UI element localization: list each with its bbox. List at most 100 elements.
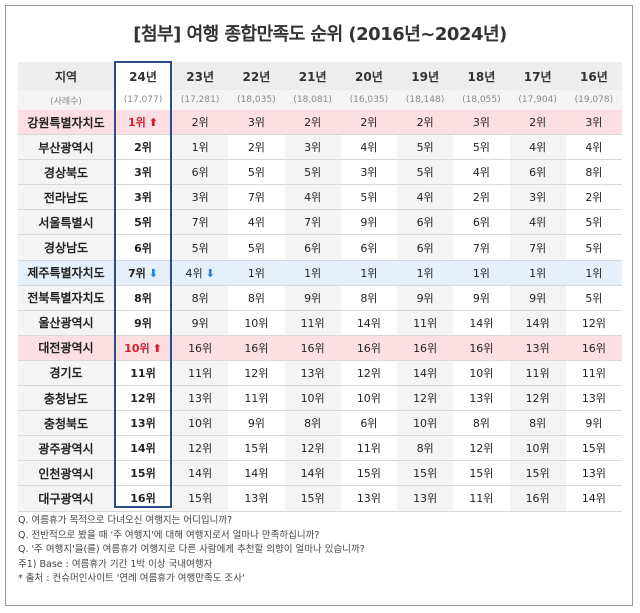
rank-cell: 9위 xyxy=(114,310,172,336)
rank-cell: 4위 xyxy=(509,134,566,161)
rank-value: 6위 xyxy=(360,241,378,255)
region-name: 충청북도 xyxy=(18,410,114,437)
rank-cell: 4위 xyxy=(397,184,454,211)
rank-cell: 7위 ⬇ xyxy=(114,260,172,286)
rank-cell: 2위 xyxy=(228,134,285,161)
rank-value: 1위 xyxy=(360,266,378,280)
rank-value: 14위 xyxy=(300,467,325,481)
rank-cell: 3위 xyxy=(340,159,397,186)
rank-value: 11위 xyxy=(300,316,325,330)
rank-value: 10위 xyxy=(188,417,213,431)
rank-value: 9위 xyxy=(304,291,322,305)
rank-value: 11위 xyxy=(581,366,606,380)
region-name: 울산광역시 xyxy=(18,310,114,336)
year-header: 18년 xyxy=(453,62,510,90)
rank-value: 3위 xyxy=(304,141,322,155)
rank-cell: 12위 xyxy=(114,385,172,412)
sample-size-cell: (17,077) xyxy=(114,90,172,110)
rank-cell: 1위 xyxy=(172,134,229,161)
rank-value: 16위 xyxy=(525,492,550,506)
rank-cell: 7위 xyxy=(228,184,285,211)
rank-value: 1위 xyxy=(191,141,209,155)
rank-cell: 16위 xyxy=(284,335,341,361)
rank-value: 12위 xyxy=(356,366,381,380)
rank-cell: 15위 xyxy=(284,485,341,512)
rank-table-body: 강원특별자치도 1위 ⬆ 2위 3위 2위 2위 2위 3위 2위 3위 부산광역시 2위 1위 2위 3위 4… xyxy=(18,110,622,512)
rank-value: 9위 xyxy=(247,417,265,431)
table-row: 대전광역시 10위 ⬆ 16위 16위 16위 16위 16위 16위 13위 16위 xyxy=(18,335,622,361)
rank-value: 3위 xyxy=(247,116,265,130)
sample-size-cell: (19,078) xyxy=(565,90,622,110)
table-row: 제주특별자치도 7위 ⬇ 4위 ⬇ 1위 1위 1위 1위 1위 1위 1위 xyxy=(18,260,622,286)
rank-cell: 6위 xyxy=(172,159,229,186)
rank-value: 11위 xyxy=(525,366,550,380)
rank-cell: 4위 xyxy=(228,209,285,236)
rank-cell: 15위 xyxy=(228,435,285,462)
rank-value: 12위 xyxy=(188,442,213,456)
rank-value: 9위 xyxy=(472,291,490,305)
rank-value: 8위 xyxy=(247,291,265,305)
rank-value: 7위 xyxy=(472,241,490,255)
rank-value: 14위 xyxy=(356,316,381,330)
rank-value: 16위 xyxy=(130,492,156,506)
year-header: 19년 xyxy=(397,62,454,90)
rank-cell: 8위 xyxy=(172,285,229,311)
sample-size-cell: (17,904) xyxy=(509,90,566,110)
rank-value: 12위 xyxy=(130,392,156,406)
rank-cell: 13위 xyxy=(284,360,341,387)
table-row: 대구광역시 16위 15위 13위 15위 13위 13위 11위 16위 14위 xyxy=(18,485,622,512)
rank-cell: 5위 xyxy=(397,134,454,161)
rank-cell: 9위 xyxy=(172,310,229,336)
rank-cell: 10위 xyxy=(284,385,341,412)
ranking-table: 지역 24년 23년 22년 21년 20년 19년 18년 17년 16년 (… xyxy=(18,62,622,512)
footnote-line: 주1) Base : 여름휴가 기간 1박 이상 국내여행자 xyxy=(18,558,213,570)
rank-value: 10위 xyxy=(300,392,325,406)
rank-value: 1위 xyxy=(585,266,603,280)
rank-value: 5위 xyxy=(247,166,265,180)
rank-cell: 8위 xyxy=(453,410,510,437)
year-header: 24년 xyxy=(114,62,172,90)
rank-value: 3위 xyxy=(191,191,209,205)
rank-cell: 11위 xyxy=(340,435,397,462)
rank-value: 4위 xyxy=(185,266,203,280)
rank-cell: 4위 xyxy=(453,159,510,186)
rank-value: 2위 xyxy=(416,116,434,130)
footnotes: Q. 여름휴가 목적으로 다녀오신 여행지는 어디입니까? Q. 전반적으로 봤… xyxy=(18,514,622,587)
rank-cell: 7위 xyxy=(284,209,341,236)
rank-cell: 3위 xyxy=(509,184,566,211)
region-name: 제주특별자치도 xyxy=(18,260,114,286)
rank-value: 15위 xyxy=(525,467,550,481)
rank-value: 5위 xyxy=(585,241,603,255)
rank-cell: 5위 xyxy=(114,209,172,236)
year-header: 22년 xyxy=(228,62,285,90)
rank-value: 9위 xyxy=(416,291,434,305)
rank-value: 2위 xyxy=(304,116,322,130)
footnote-line: Q. '주 여행지'을(를) 여름휴가 여행지로 다른 사람에게 추천할 의향이… xyxy=(18,544,365,555)
arrow-down-icon: ⬇ xyxy=(205,266,215,280)
rank-value: 5위 xyxy=(416,141,434,155)
rank-value: 12위 xyxy=(469,442,494,456)
rank-value: 12위 xyxy=(300,442,325,456)
rank-cell: 9위 xyxy=(284,285,341,311)
rank-value: 3위 xyxy=(472,116,490,130)
table-row: 인천광역시 15위 14위 14위 14위 15위 15위 15위 15위 13위 xyxy=(18,460,622,487)
rank-value: 15위 xyxy=(130,467,156,481)
rank-value: 16위 xyxy=(188,341,213,355)
rank-value: 10위 xyxy=(356,392,381,406)
rank-value: 6위 xyxy=(191,166,209,180)
rank-value: 9위 xyxy=(585,417,603,431)
rank-cell: 8위 xyxy=(397,435,454,462)
rank-cell: 3위 xyxy=(453,110,510,136)
rank-value: 13위 xyxy=(356,492,381,506)
rank-value: 9위 xyxy=(360,216,378,230)
rank-cell: 1위 xyxy=(397,260,454,286)
region-header: 지역 xyxy=(18,62,114,90)
rank-value: 6위 xyxy=(416,241,434,255)
region-name: 서울특별시 xyxy=(18,209,114,236)
rank-cell: 7위 xyxy=(172,209,229,236)
rank-cell: 7위 xyxy=(453,234,510,261)
rank-cell: 5위 xyxy=(397,159,454,186)
rank-cell: 15위 xyxy=(509,460,566,487)
region-name: 전라남도 xyxy=(18,184,114,211)
rank-value: 2위 xyxy=(472,191,490,205)
